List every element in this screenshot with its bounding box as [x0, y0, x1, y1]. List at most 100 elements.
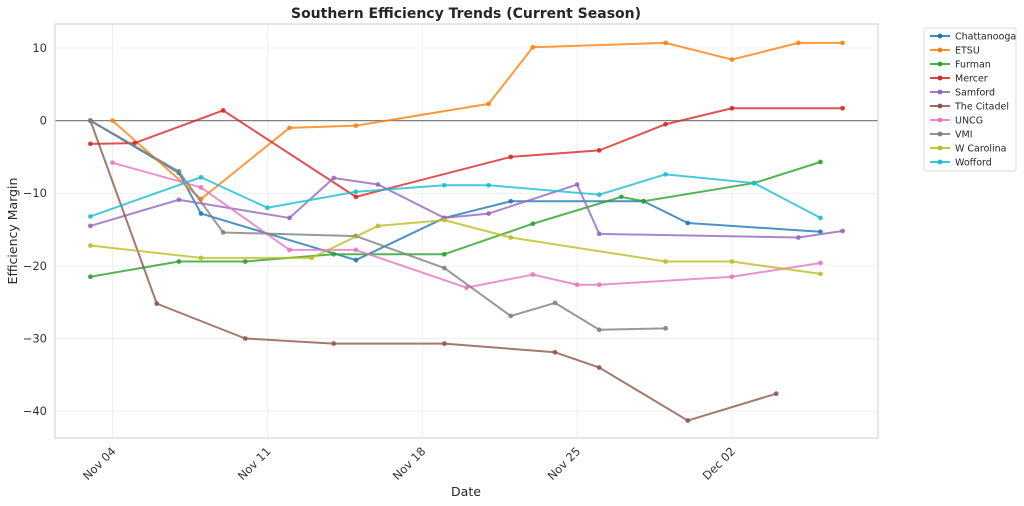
- x-tick-label: Nov 25: [545, 444, 584, 483]
- legend-marker: [937, 145, 943, 151]
- legend-item-wofford: Wofford: [930, 158, 992, 169]
- series-line-uncg: [111, 161, 822, 289]
- data-point-wofford: [353, 189, 359, 195]
- data-point-the-citadel: [441, 341, 447, 346]
- legend-item-mercer: Mercer: [930, 74, 988, 85]
- x-tick-label: Nov 18: [390, 444, 429, 483]
- data-point-w-carolina: [87, 243, 93, 248]
- data-point-samford: [596, 231, 602, 237]
- y-axis-ticks: 10 0 −10 −20 −30 −40: [23, 41, 47, 418]
- data-point-uncg: [464, 285, 469, 291]
- data-point-chattanooga: [198, 211, 204, 216]
- legend-label: ETSU: [955, 46, 980, 57]
- legend-label: VMI: [955, 130, 973, 141]
- legend-marker: [937, 131, 943, 137]
- data-point-w-carolina: [508, 235, 514, 240]
- data-point-wofford: [596, 192, 602, 198]
- data-point-wofford: [87, 214, 93, 219]
- data-point-wofford: [663, 171, 669, 177]
- series-line-etsu: [111, 41, 844, 201]
- data-point-vmi: [87, 118, 93, 123]
- data-point-etsu: [663, 40, 669, 46]
- data-point-vmi: [508, 313, 514, 319]
- legend-marker: [937, 89, 943, 95]
- data-point-etsu: [840, 40, 846, 46]
- data-point-wofford: [751, 180, 757, 186]
- data-point-etsu: [795, 40, 801, 46]
- data-point-vmi: [596, 327, 602, 333]
- legend-marker: [937, 75, 943, 81]
- data-point-samford: [486, 211, 492, 216]
- data-point-w-carolina: [729, 259, 735, 264]
- data-point-w-carolina: [441, 217, 447, 223]
- data-point-uncg: [110, 160, 115, 166]
- data-point-samford: [840, 228, 846, 234]
- legend-label: Chattanooga: [955, 32, 1016, 43]
- data-point-the-citadel: [154, 301, 160, 307]
- grid: [55, 24, 878, 438]
- data-point-furman: [818, 159, 823, 165]
- data-point-wofford: [198, 174, 204, 180]
- x-axis-label: Date: [451, 484, 481, 499]
- legend-marker: [937, 103, 943, 109]
- legend-item-chattanooga: Chattanooga: [930, 32, 1016, 43]
- plot-frame: [54, 23, 879, 439]
- y-tick-label: 10: [32, 41, 47, 55]
- data-point-samford: [287, 215, 292, 221]
- data-point-etsu: [530, 44, 536, 50]
- legend-item-uncg: UNCG: [930, 116, 983, 127]
- data-point-w-carolina: [663, 259, 669, 264]
- data-point-uncg: [596, 282, 602, 288]
- series-uncg: [110, 160, 823, 291]
- data-point-wofford: [486, 182, 492, 188]
- data-point-chattanooga: [508, 198, 514, 204]
- data-point-wofford: [441, 182, 447, 188]
- data-point-chattanooga: [818, 229, 823, 235]
- series-the-citadel: [87, 118, 779, 423]
- legend-item-the-citadel: The Citadel: [930, 102, 1009, 113]
- legend-item-vmi: VMI: [930, 130, 973, 141]
- data-point-samford: [331, 175, 337, 181]
- x-tick-label: Dec 02: [700, 444, 739, 483]
- data-point-furman: [618, 194, 624, 200]
- y-tick-label: −20: [23, 259, 47, 273]
- series-line-wofford: [89, 173, 822, 219]
- data-point-samford: [87, 223, 93, 229]
- data-point-uncg: [818, 260, 823, 266]
- data-point-vmi: [176, 169, 182, 174]
- data-point-samford: [574, 182, 580, 187]
- data-point-w-carolina: [375, 223, 381, 229]
- data-point-the-citadel: [685, 418, 691, 423]
- series-mercer: [87, 105, 846, 200]
- data-point-mercer: [729, 105, 735, 111]
- legend-label: Furman: [955, 60, 991, 71]
- legend-marker: [937, 33, 943, 39]
- data-point-uncg: [287, 247, 292, 253]
- data-point-the-citadel: [552, 349, 558, 355]
- series-line-the-citadel: [89, 119, 778, 422]
- data-point-furman: [242, 259, 248, 264]
- data-point-uncg: [353, 247, 359, 253]
- data-point-vmi: [663, 325, 669, 331]
- x-axis-ticks: Nov 04 Nov 11 Nov 18 Nov 25 Dec 02: [80, 444, 738, 483]
- data-point-mercer: [353, 194, 359, 200]
- data-point-mercer: [508, 154, 514, 160]
- data-point-wofford: [818, 215, 823, 221]
- data-point-furman: [441, 251, 447, 257]
- data-point-samford: [176, 197, 182, 203]
- legend-label: Mercer: [955, 74, 988, 85]
- data-point-furman: [87, 274, 93, 280]
- x-tick-label: Nov 11: [235, 444, 274, 483]
- series-wofford: [87, 171, 823, 221]
- data-point-vmi: [220, 230, 226, 235]
- legend-item-w-carolina: W Carolina: [930, 144, 1007, 155]
- legend-item-furman: Furman: [930, 60, 991, 71]
- data-point-wofford: [264, 205, 270, 211]
- data-point-chattanooga: [685, 220, 691, 226]
- data-point-vmi: [441, 265, 447, 271]
- data-point-samford: [795, 235, 801, 240]
- legend-label: Samford: [955, 88, 995, 99]
- data-point-etsu: [486, 101, 492, 107]
- data-point-samford: [375, 182, 381, 187]
- data-point-furman: [331, 251, 337, 257]
